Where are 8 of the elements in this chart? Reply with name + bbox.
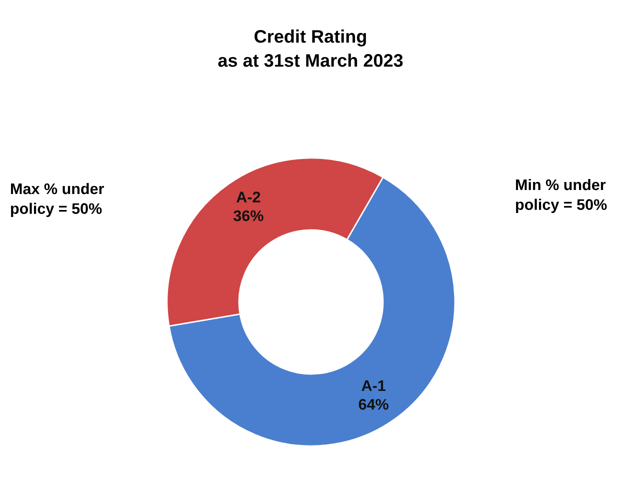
chart-subtitle: as at 31st March 2023 [218, 54, 403, 67]
chart-title: Credit Rating [254, 30, 366, 46]
data-label: 64% [358, 398, 388, 410]
data-label: 36% [234, 210, 264, 222]
text: Min % under policy = 50% [516, 178, 607, 214]
slice-label: A-1 [362, 380, 386, 391]
text: Max % under policy = 50% [11, 182, 104, 218]
slice-label: A-2 [236, 192, 260, 202]
